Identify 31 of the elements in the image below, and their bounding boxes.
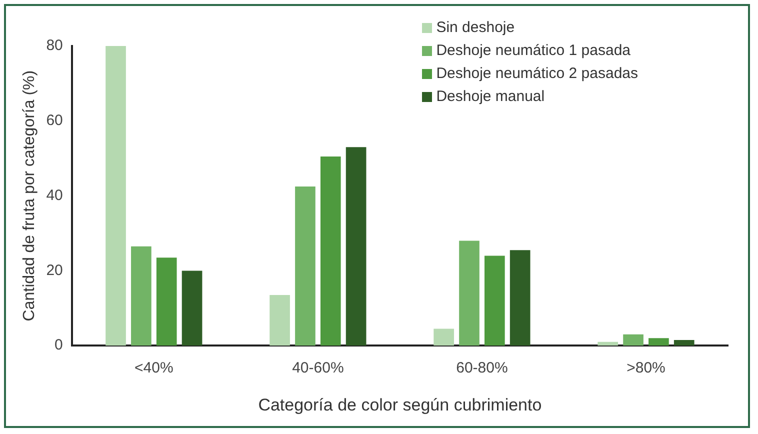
y-axis-title: Cantidad de fruta por categoría (%) xyxy=(21,70,38,322)
legend-label: Deshoje neumático 1 pasada xyxy=(436,42,630,59)
y-tick-label: 20 xyxy=(46,262,63,279)
bar xyxy=(598,342,618,346)
bar xyxy=(648,338,669,346)
y-tick-label: 60 xyxy=(46,112,63,130)
x-tick-label: 60-80% xyxy=(456,360,508,377)
bar xyxy=(434,328,454,346)
bar xyxy=(270,295,290,346)
y-tick-label: 0 xyxy=(54,336,63,354)
bar xyxy=(295,186,316,346)
bar xyxy=(623,334,644,346)
legend-label: Deshoje neumático 2 pasadas xyxy=(436,65,638,82)
x-tick-label: <40% xyxy=(134,360,174,377)
y-tick-label: 80 xyxy=(46,37,63,54)
bar xyxy=(106,46,126,346)
bar xyxy=(156,258,177,346)
y-tick-label: 40 xyxy=(46,186,63,204)
bar xyxy=(510,250,530,346)
bar xyxy=(346,147,366,346)
bar xyxy=(320,156,341,346)
bar xyxy=(674,340,694,346)
x-tick-label: 40-60% xyxy=(292,360,344,377)
x-axis-title: Categoría de color según cubrimiento xyxy=(258,395,542,414)
bar xyxy=(459,240,480,346)
x-tick-label: >80% xyxy=(626,360,666,377)
legend-label: Deshoje manual xyxy=(436,88,545,105)
legend-label: Sin deshoje xyxy=(436,19,515,36)
bar xyxy=(131,246,152,346)
bar xyxy=(484,256,505,346)
bar xyxy=(182,270,202,346)
